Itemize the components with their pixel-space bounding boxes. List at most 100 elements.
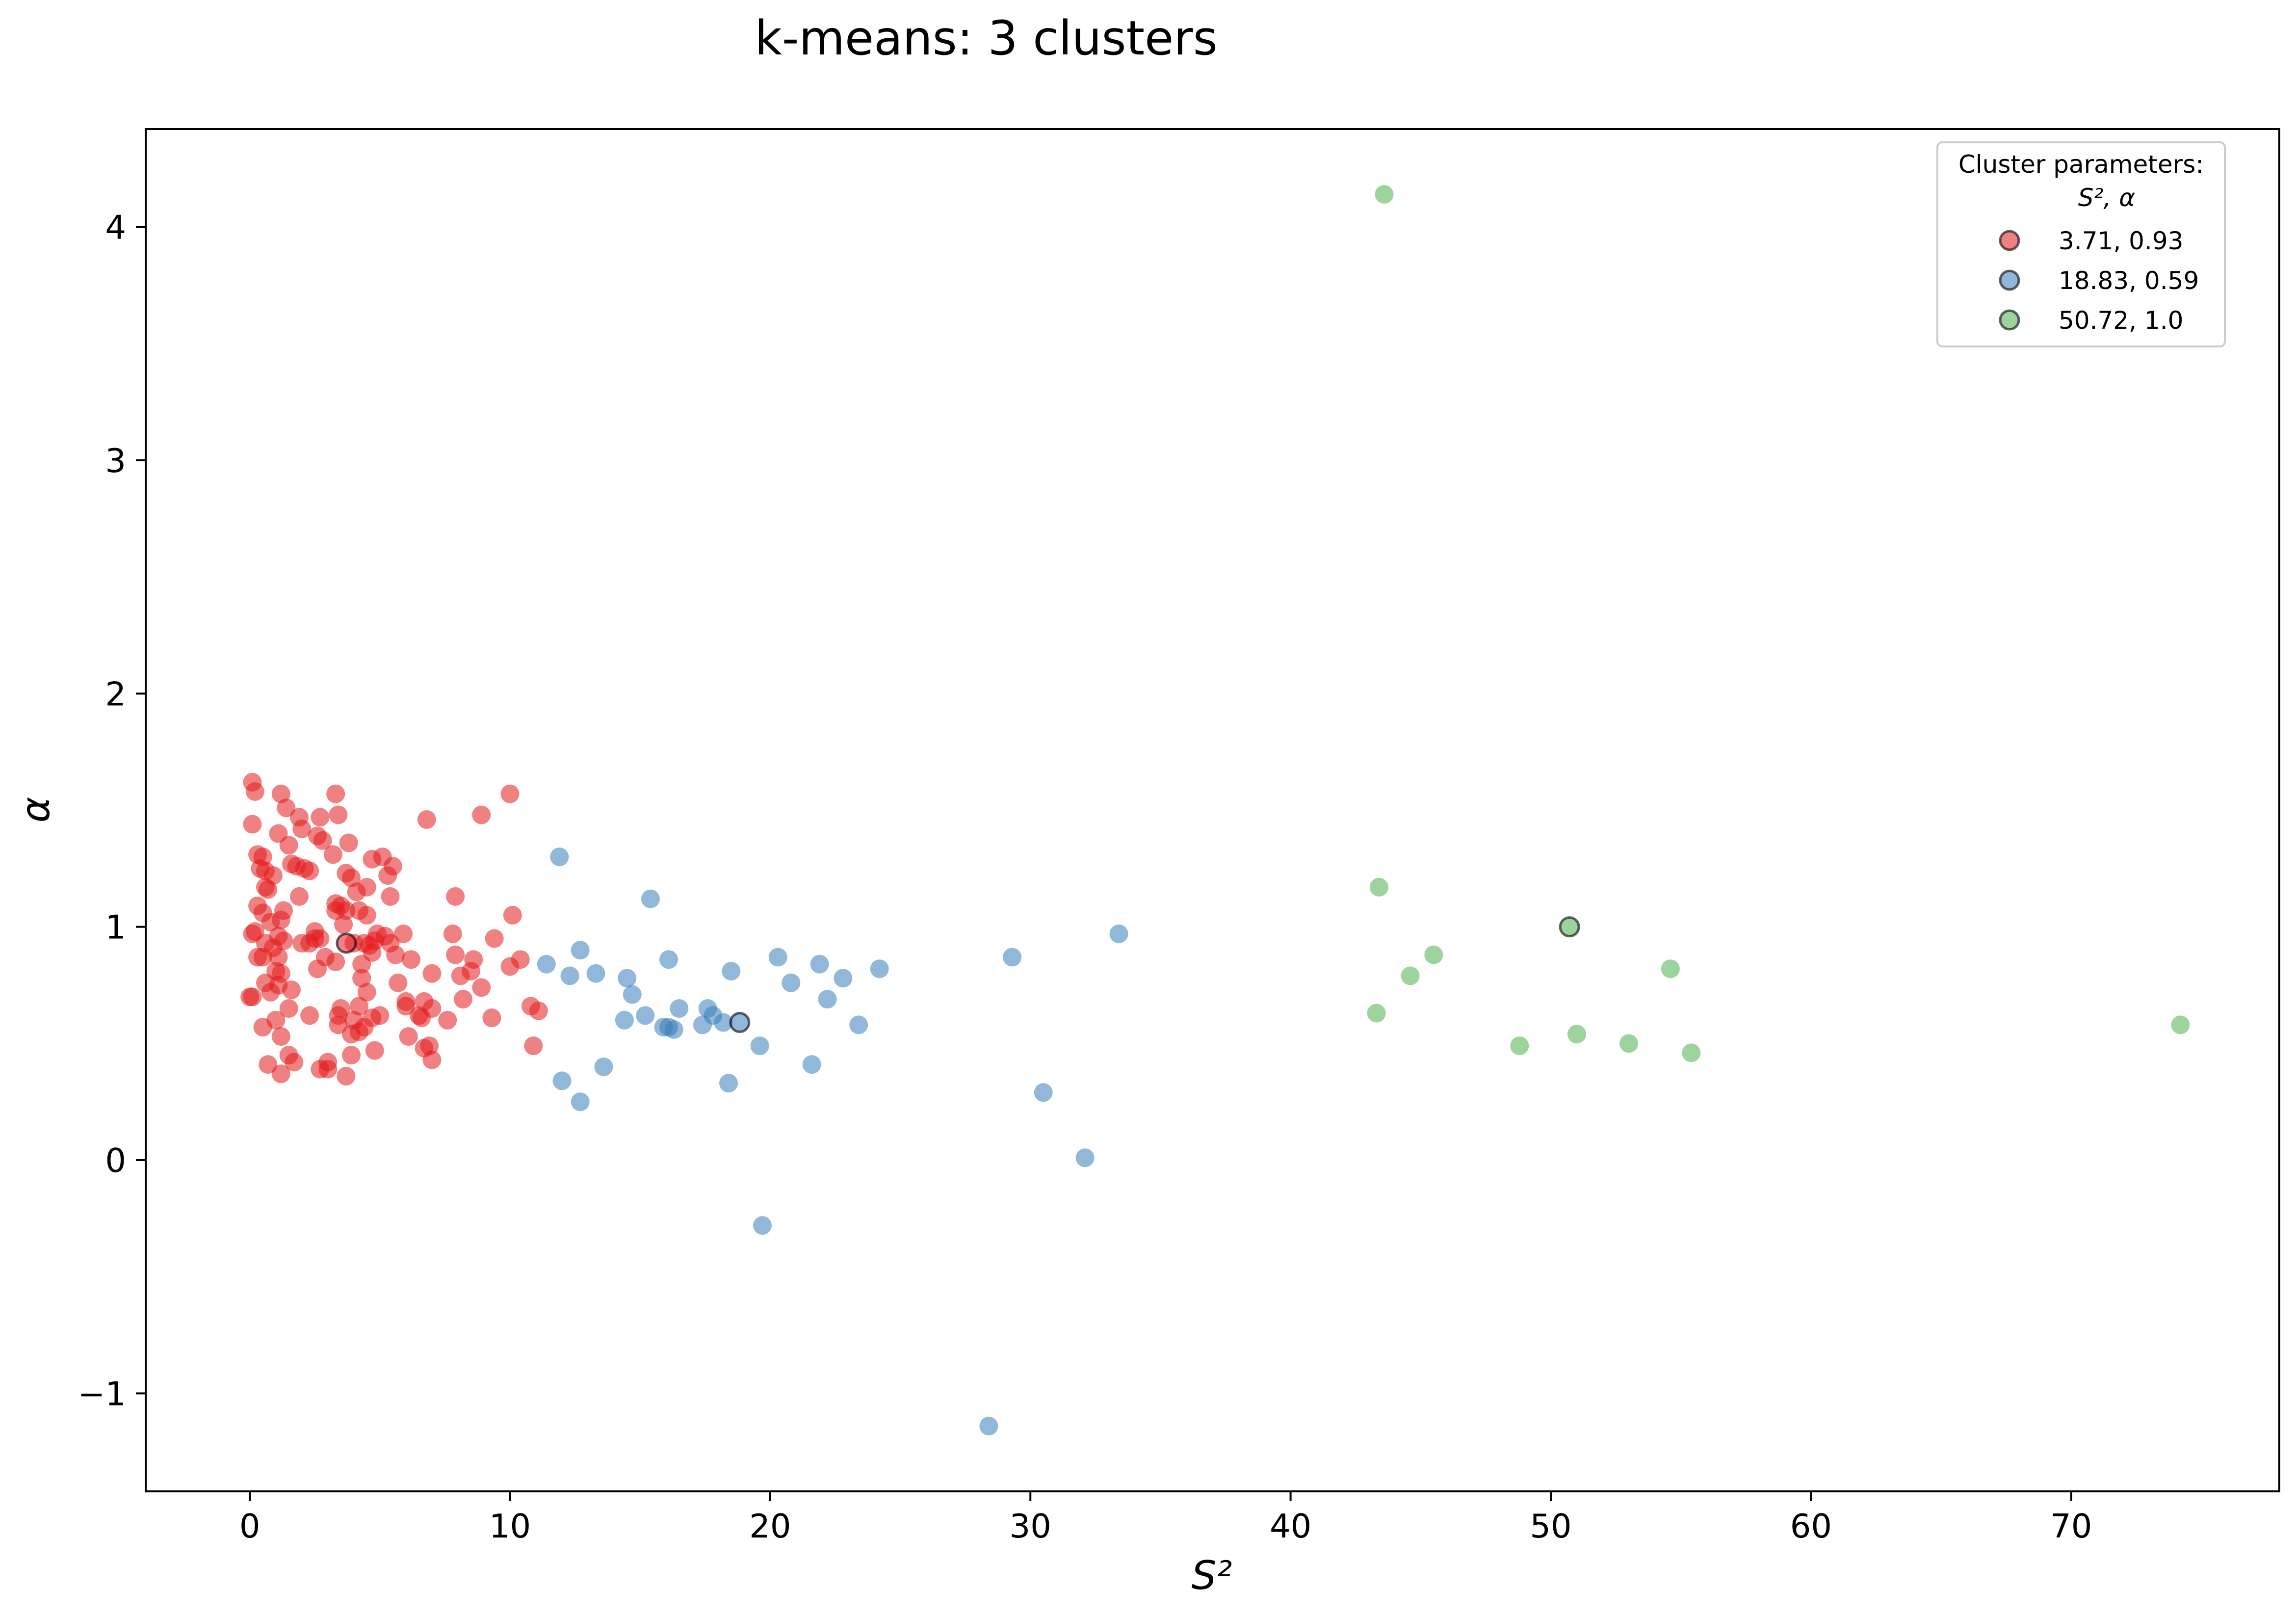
data-point <box>370 1006 390 1025</box>
data-point <box>636 1006 655 1025</box>
series-2 <box>537 848 1128 1435</box>
data-point <box>818 990 837 1009</box>
data-point <box>1619 1034 1639 1053</box>
centroid-point <box>1559 916 1580 938</box>
data-point <box>363 943 382 962</box>
data-point <box>594 1057 613 1076</box>
y-tick-label: 1 <box>105 908 126 947</box>
data-point <box>285 1053 304 1072</box>
y-axis-ticks: −1 0 1 2 3 4 <box>78 209 146 1413</box>
data-point <box>422 1050 442 1069</box>
data-point <box>349 997 368 1016</box>
data-point <box>282 981 301 1000</box>
data-point <box>279 836 298 855</box>
data-point <box>259 1055 278 1074</box>
data-point <box>1075 1148 1095 1167</box>
data-point <box>454 990 473 1009</box>
legend-title: Cluster parameters: <box>1958 150 2204 179</box>
y-tick-label: 4 <box>105 209 126 247</box>
data-point <box>753 1216 772 1235</box>
data-point <box>337 901 356 920</box>
x-tick-label: 30 <box>1010 1507 1051 1545</box>
data-point <box>446 945 465 964</box>
data-point <box>420 1036 439 1056</box>
data-point <box>849 1015 868 1034</box>
data-point <box>782 973 801 992</box>
data-point <box>500 784 520 803</box>
data-point <box>271 784 290 803</box>
data-point <box>1003 948 1022 967</box>
data-point <box>352 969 371 988</box>
data-point <box>394 924 413 943</box>
data-point <box>1034 1083 1053 1102</box>
data-point <box>357 982 376 1002</box>
data-point <box>834 969 853 988</box>
data-point <box>719 1074 738 1093</box>
x-tick-label: 60 <box>1790 1507 1832 1545</box>
data-point <box>271 1064 290 1084</box>
data-point <box>1682 1043 1701 1062</box>
data-point <box>503 905 522 925</box>
data-point <box>659 950 678 969</box>
data-point <box>365 1041 384 1060</box>
legend: Cluster parameters: S², α 3.71, 0.93 18.8… <box>1936 141 2226 347</box>
data-point <box>269 948 288 967</box>
data-point <box>750 1036 769 1056</box>
legend-subtitle: S², α <box>2078 184 2136 212</box>
data-point <box>289 887 309 906</box>
y-tick-label: 3 <box>105 442 126 480</box>
data-point <box>396 997 416 1016</box>
y-tick-label: 2 <box>105 675 126 713</box>
data-point <box>329 805 348 824</box>
legend-marker <box>1999 309 2020 331</box>
data-point <box>292 820 312 839</box>
data-point <box>670 999 689 1018</box>
x-tick-label: 70 <box>2050 1507 2092 1545</box>
data-point <box>615 1010 634 1030</box>
data-point <box>2171 1015 2190 1034</box>
data-point <box>524 1036 543 1056</box>
y-axis-label: α <box>13 797 58 823</box>
data-point <box>266 1010 286 1030</box>
data-point <box>323 845 342 864</box>
series-3 <box>1367 185 2190 1062</box>
data-point <box>378 866 397 885</box>
data-point <box>389 973 408 992</box>
plot-area <box>240 185 2190 1435</box>
x-tick-label: 0 <box>239 1507 261 1545</box>
legend-marker <box>1999 230 2020 251</box>
data-point <box>334 915 353 934</box>
data-point <box>349 1022 368 1041</box>
data-point <box>1367 1004 1386 1023</box>
data-point <box>1567 1025 1587 1044</box>
x-tick-label: 10 <box>489 1507 531 1545</box>
data-point <box>641 889 660 908</box>
data-point <box>714 1013 733 1032</box>
x-tick-label: 50 <box>1530 1507 1571 1545</box>
x-tick-label: 20 <box>749 1507 791 1545</box>
data-point <box>277 798 296 818</box>
data-point <box>422 999 442 1018</box>
data-point <box>537 954 556 974</box>
data-point <box>485 929 504 948</box>
legend-entries: 3.71, 0.93 18.83, 0.59 50.72, 1.0 <box>1999 227 2199 335</box>
data-point <box>571 1092 590 1112</box>
data-point <box>722 961 741 981</box>
data-point <box>243 924 262 943</box>
legend-label: 3.71, 0.93 <box>2059 227 2183 255</box>
data-point <box>422 964 442 983</box>
data-point <box>870 959 889 979</box>
data-point <box>810 954 829 974</box>
data-point <box>511 950 530 969</box>
data-point <box>472 805 491 824</box>
data-point <box>399 1027 418 1046</box>
data-point <box>326 952 345 971</box>
data-point <box>618 969 637 988</box>
data-point <box>1375 185 1394 204</box>
y-tick-label: −1 <box>78 1375 126 1413</box>
data-point <box>300 1006 319 1025</box>
legend-marker <box>1999 269 2020 291</box>
